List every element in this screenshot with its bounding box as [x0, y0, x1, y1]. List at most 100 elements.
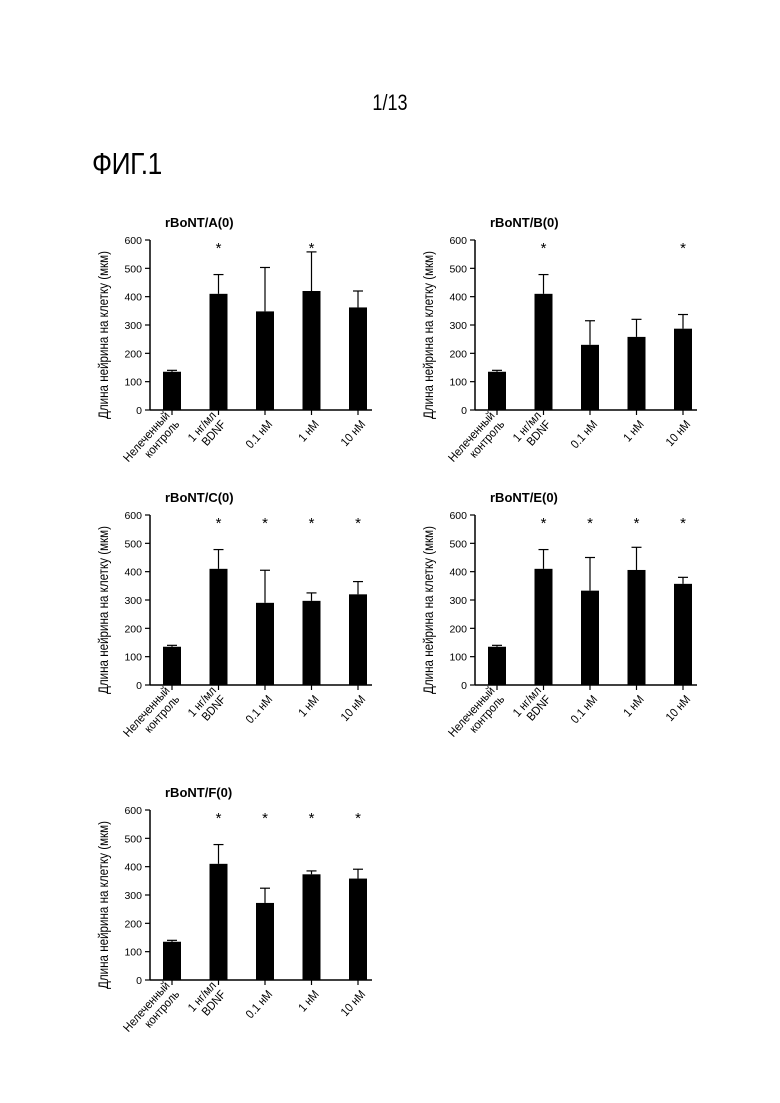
y-tick-label: 400: [449, 292, 467, 304]
x-category-label: 10 нМ: [339, 693, 368, 724]
x-category-label-line: 10 нМ: [339, 988, 368, 1019]
x-category-label: 10 нМ: [339, 418, 368, 449]
significance-marker: *: [680, 240, 686, 257]
x-category-label: 1 нг/млBDNF: [511, 685, 554, 729]
y-tick-label: 0: [136, 405, 142, 417]
x-category-label: 1 нМ: [296, 988, 321, 1014]
significance-marker: *: [355, 515, 361, 532]
bar: [256, 903, 274, 980]
significance-marker: *: [262, 810, 268, 827]
x-category-label-line: 1 нМ: [621, 693, 646, 719]
y-axis-label: Длина нейрина на клетку (мкм): [421, 526, 436, 694]
x-category-label: 1 нг/млBDNF: [511, 410, 554, 454]
x-category-label: 10 нМ: [339, 988, 368, 1019]
x-category-label: Нелеченныйконтроль: [446, 685, 507, 749]
bar: [628, 570, 646, 685]
x-category-label: 1 нг/млBDNF: [186, 980, 229, 1024]
x-category-label: 0.1 нМ: [244, 988, 275, 1021]
chart-rbont-b: rBoNT/B(0) Длина нейрина на клетку (мкм) 0…: [405, 205, 705, 470]
y-tick-label: 100: [124, 377, 142, 389]
y-tick-label: 300: [124, 320, 142, 332]
x-category-label: Нелеченныйконтроль: [446, 410, 507, 474]
x-category-label-line: 10 нМ: [664, 418, 693, 449]
y-tick-label: 600: [449, 510, 467, 522]
significance-marker: *: [309, 515, 315, 532]
x-category-label: 0.1 нМ: [569, 418, 600, 451]
chart-title: rBoNT/B(0): [490, 215, 559, 230]
y-axis-label: Длина нейрина на клетку (мкм): [421, 251, 436, 419]
significance-marker: *: [309, 810, 315, 827]
bar: [349, 307, 367, 410]
y-tick-label: 400: [124, 292, 142, 304]
bar: [303, 601, 321, 685]
x-category-label-line: 0.1 нМ: [569, 418, 600, 451]
y-tick-label: 200: [124, 348, 142, 360]
y-tick-label: 500: [124, 538, 142, 550]
bar: [303, 874, 321, 980]
chart-rbont-f: rBoNT/F(0)Длина нейрина на клетку (мкм)0…: [80, 775, 380, 1060]
y-tick-label: 400: [124, 862, 142, 874]
x-category-label-line: 10 нМ: [664, 693, 693, 724]
bar: [210, 294, 228, 410]
x-category-label-line: 0.1 нМ: [244, 693, 275, 726]
x-category-label: 0.1 нМ: [244, 418, 275, 451]
y-tick-label: 500: [124, 263, 142, 275]
significance-marker: *: [309, 240, 315, 257]
chart-title: rBoNT/E(0): [490, 490, 558, 505]
x-category-label-line: 1 нМ: [296, 693, 321, 719]
significance-marker: *: [216, 515, 222, 532]
significance-marker: *: [541, 240, 547, 257]
y-axis-label: Длина нейрина на клетку (мкм): [96, 526, 111, 694]
y-tick-label: 500: [449, 538, 467, 550]
x-category-label-line: 0.1 нМ: [569, 693, 600, 726]
bar: [535, 569, 553, 685]
y-tick-label: 600: [124, 510, 142, 522]
significance-marker: *: [634, 515, 640, 532]
y-tick-label: 500: [124, 833, 142, 845]
y-tick-label: 500: [449, 263, 467, 275]
bar: [674, 584, 692, 685]
y-tick-label: 0: [461, 405, 467, 417]
y-tick-label: 400: [124, 567, 142, 579]
bar: [674, 329, 692, 410]
significance-marker: *: [680, 515, 686, 532]
x-category-label-line: 1 нМ: [621, 418, 646, 444]
y-tick-label: 200: [124, 918, 142, 930]
x-category-label-line: 0.1 нМ: [244, 988, 275, 1021]
bar: [349, 879, 367, 980]
x-category-label-line: 1 нМ: [296, 418, 321, 444]
bar: [535, 294, 553, 410]
y-tick-label: 600: [124, 805, 142, 817]
y-axis-label: Длина нейрина на клетку (мкм): [96, 821, 111, 989]
bar: [163, 647, 181, 685]
x-category-label-line: 0.1 нМ: [244, 418, 275, 451]
significance-marker: *: [355, 810, 361, 827]
y-tick-label: 0: [136, 975, 142, 987]
x-category-label-line: 1 нМ: [296, 988, 321, 1014]
x-category-label: Нелеченныйконтроль: [121, 685, 182, 749]
x-category-label: 1 нг/млBDNF: [186, 685, 229, 729]
x-category-label: 1 нМ: [296, 418, 321, 444]
bar: [488, 372, 506, 410]
bar: [349, 594, 367, 685]
bar: [256, 603, 274, 685]
y-tick-label: 600: [124, 235, 142, 247]
y-axis-label: Длина нейрина на клетку (мкм): [96, 251, 111, 419]
x-category-label: 1 нг/млBDNF: [186, 410, 229, 454]
x-category-label: Нелеченныйконтроль: [121, 980, 182, 1044]
x-category-label: 1 нМ: [296, 693, 321, 719]
x-category-label: 1 нМ: [621, 693, 646, 719]
bar: [163, 372, 181, 410]
significance-marker: *: [216, 810, 222, 827]
y-tick-label: 100: [124, 652, 142, 664]
chart-rbont-e: rBoNT/E(0) Длина нейрина на клетку (мкм) 0…: [405, 480, 705, 745]
y-tick-label: 300: [449, 320, 467, 332]
x-category-label: Нелеченныйконтроль: [121, 410, 182, 474]
bar: [163, 942, 181, 980]
significance-marker: *: [587, 515, 593, 532]
y-tick-label: 200: [449, 348, 467, 360]
y-tick-label: 100: [124, 947, 142, 959]
chart-rbont-a: rBoNT/A(0)Длина нейрина на клетку (мкм)0…: [80, 205, 380, 470]
y-tick-label: 400: [449, 567, 467, 579]
x-category-label: 1 нМ: [621, 418, 646, 444]
